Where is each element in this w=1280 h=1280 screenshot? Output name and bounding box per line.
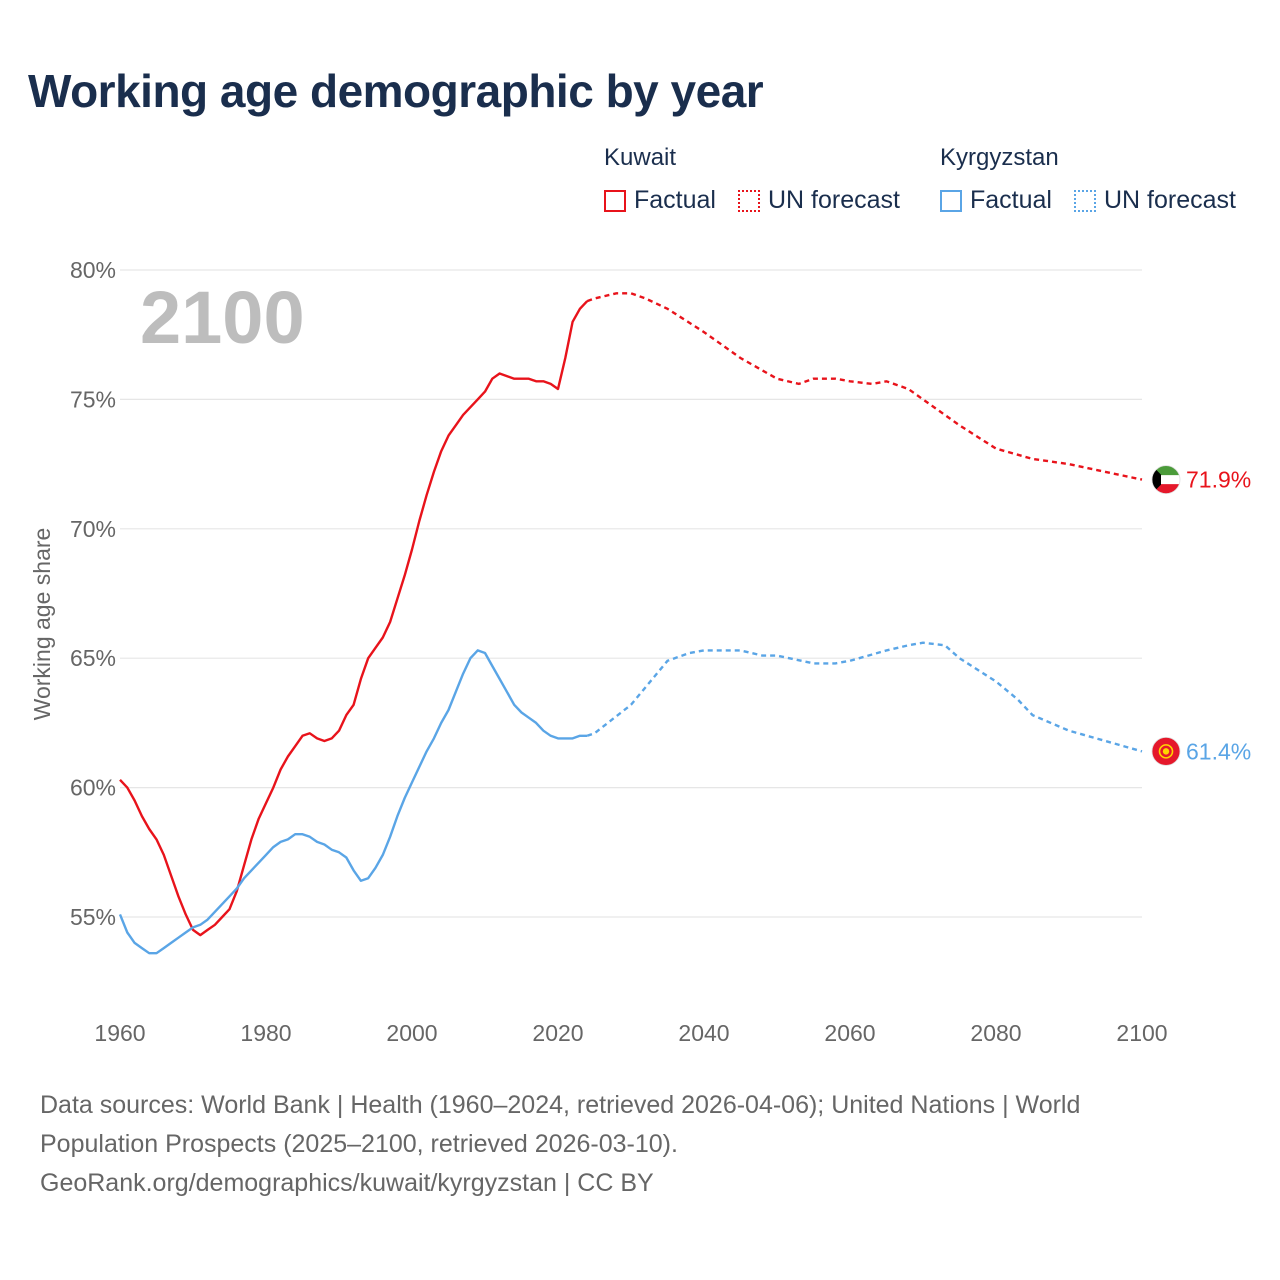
kuwait-flag-icon — [1151, 465, 1181, 495]
legend-label: Factual — [634, 186, 716, 214]
series-kyrgyzstan-forecast — [586, 641, 1143, 753]
legend-swatch-dotted — [738, 189, 760, 212]
x-tick-label: 2100 — [1116, 1020, 1167, 1046]
legend-label: UN forecast — [1104, 186, 1236, 214]
y-tick-label: 70% — [70, 516, 116, 542]
end-label-kuwait: 71.9% — [1186, 467, 1251, 493]
flag-sun — [1162, 748, 1170, 755]
footer: Data sources: World Bank | Health (1960–… — [40, 1086, 1240, 1203]
legend-label: UN forecast — [768, 186, 900, 214]
footer-attribution[interactable]: GeoRank.org/demographics/kuwait/kyrgyzst… — [40, 1169, 654, 1197]
series-kyrgyzstan-factual — [118, 649, 588, 955]
legend-kuwait-factual[interactable]: Factual — [604, 186, 716, 215]
legend-group-kuwait: Kuwait — [604, 144, 677, 171]
series-kuwait-forecast — [586, 292, 1143, 481]
legend-kyrgyzstan-forecast[interactable]: UN forecast — [1074, 186, 1236, 215]
y-tick-label: 55% — [70, 904, 116, 930]
legend-group-kyrgyzstan: Kyrgyzstan — [940, 144, 1059, 171]
legend-kuwait-forecast[interactable]: UN forecast — [738, 186, 900, 215]
flag-body — [1152, 737, 1180, 766]
y-tick-label: 65% — [70, 645, 116, 671]
y-tick-label: 75% — [70, 386, 116, 412]
flag-stripe-green — [1152, 465, 1180, 476]
footer-source-line-1: Data sources: World Bank | Health (1960–… — [40, 1091, 1081, 1119]
series-lines — [118, 292, 1143, 955]
end-markers: 71.9% 61.4% — [1151, 465, 1251, 766]
legend-swatch-dotted — [1074, 189, 1096, 212]
legend-kyrgyzstan-factual[interactable]: Factual — [940, 186, 1052, 215]
kyrgyzstan-flag-icon — [1151, 736, 1181, 766]
x-tick-label: 2040 — [678, 1020, 729, 1046]
x-tick-label: 2020 — [532, 1020, 583, 1046]
x-tick-label: 2080 — [970, 1020, 1021, 1046]
y-tick-label: 60% — [70, 775, 116, 801]
chart-title: Working age demographic by year — [28, 65, 764, 117]
y-tick-label: 80% — [70, 257, 116, 283]
x-tick-label: 1980 — [240, 1020, 291, 1046]
footer-source-line-2: Population Prospects (2025–2100, retriev… — [40, 1130, 678, 1158]
y-axis-label: Working age share — [29, 528, 55, 721]
end-label-kyrgyzstan: 61.4% — [1186, 738, 1251, 764]
flag-stripe-red — [1152, 484, 1180, 494]
flag-border — [1151, 465, 1181, 495]
grid-lines — [120, 269, 1142, 918]
x-tick-label: 2060 — [824, 1020, 875, 1046]
year-overlay: 2100 — [140, 276, 305, 359]
flag-sun-rays — [1158, 744, 1174, 759]
flag-border — [1151, 736, 1181, 766]
legend-label: Factual — [970, 186, 1052, 214]
x-tick-label: 2000 — [386, 1020, 437, 1046]
line-chart: 2100 Working age share 55% 60% 65% 70% 75% 80… — [29, 257, 1251, 1046]
legend-swatch-solid — [940, 189, 962, 212]
x-tick-label: 1960 — [94, 1020, 145, 1046]
series-kuwait-factual — [119, 300, 589, 937]
legend-swatch-solid — [604, 189, 626, 212]
axis-ticks: 55% 60% 65% 70% 75% 80% 1960 1980 2000 2020 2040 20… — [70, 257, 1168, 1046]
flag-stripe-white — [1152, 475, 1180, 485]
